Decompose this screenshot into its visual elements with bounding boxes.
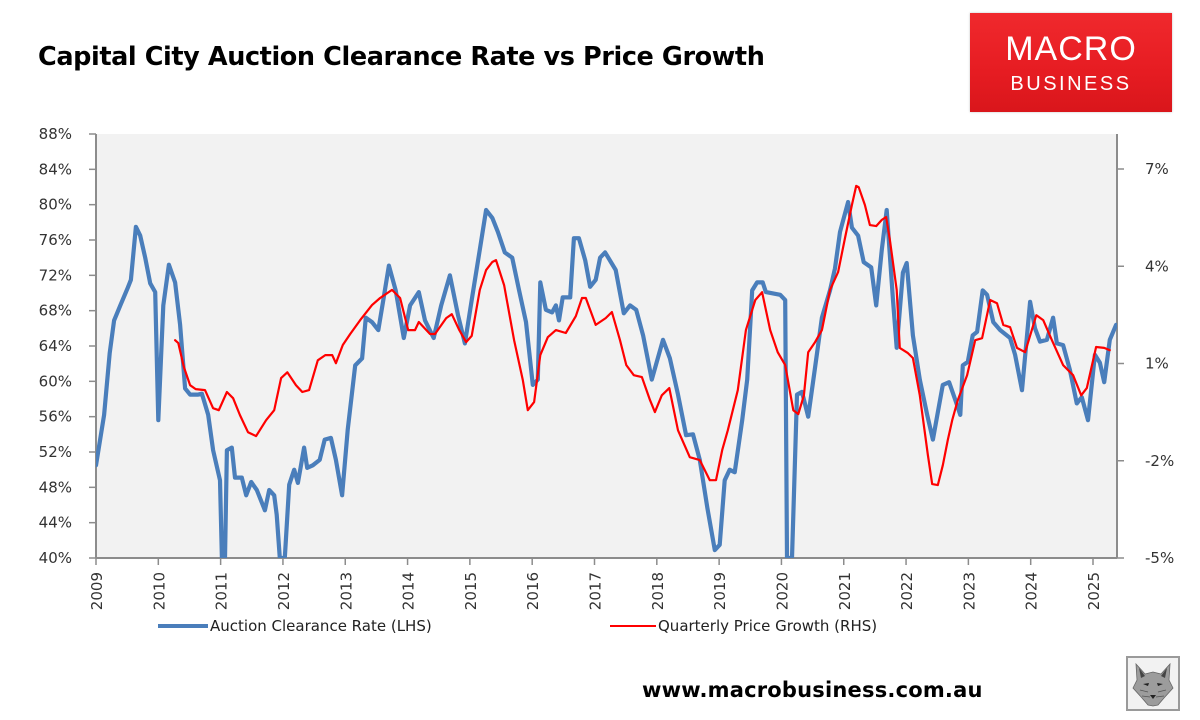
- right-tick-label: 4%: [1145, 257, 1169, 275]
- left-tick-label: 64%: [39, 337, 72, 355]
- right-y-axis: 7% 4% 1% -2% -5%: [1116, 134, 1174, 567]
- right-tick-label: 7%: [1145, 160, 1169, 178]
- x-tick-label: 2022: [898, 572, 916, 610]
- x-tick-label: 2010: [150, 572, 168, 610]
- left-tick-label: 72%: [39, 266, 72, 284]
- left-tick-label: 60%: [39, 372, 72, 390]
- legend-swatch-red: [610, 625, 656, 627]
- legend-label: Quarterly Price Growth (RHS): [658, 617, 878, 635]
- legend-item-clearance-rate: Auction Clearance Rate (LHS): [158, 617, 432, 635]
- left-tick-label: 88%: [39, 125, 72, 143]
- left-y-axis: 88% 84% 80% 76% 72% 68% 64% 60% 56% 52% 48% 44% 40%: [39, 125, 97, 567]
- series-layer: [96, 184, 1117, 558]
- x-axis: 2009 2010 2011 2012 2013 2014 2015 2016 2017 2018…: [88, 557, 1117, 610]
- left-tick-label: 48%: [39, 478, 72, 496]
- left-tick-label: 56%: [39, 408, 72, 426]
- left-tick-label: 76%: [39, 231, 72, 249]
- x-tick-label: 2021: [836, 572, 854, 610]
- legend: Auction Clearance Rate (LHS) Quarterly P…: [0, 617, 1200, 641]
- x-tick-label: 2017: [587, 572, 605, 610]
- macrobusiness-logo: MACRO BUSINESS: [970, 13, 1172, 112]
- x-tick-label: 2024: [1023, 572, 1041, 610]
- logo-text-macro: MACRO: [1005, 30, 1137, 68]
- plot-area: [96, 134, 1117, 558]
- wolf-head-icon-graphic: [1132, 662, 1174, 707]
- x-tick-label: 2016: [524, 572, 542, 610]
- left-tick-label: 80%: [39, 196, 72, 214]
- x-tick-label: 2013: [337, 572, 355, 610]
- right-tick-label: 1%: [1145, 355, 1169, 373]
- x-tick-label: 2012: [275, 572, 293, 610]
- x-tick-label: 2020: [773, 572, 791, 610]
- legend-item-price-growth: Quarterly Price Growth (RHS): [610, 617, 877, 635]
- x-tick-label: 2014: [400, 572, 418, 610]
- series-line-clearance-rate: [96, 199, 1117, 558]
- website-url: www.macrobusiness.com.au: [642, 678, 983, 702]
- left-tick-label: 44%: [39, 514, 72, 532]
- wolf-head-icon: [1126, 656, 1180, 711]
- legend-label: Auction Clearance Rate (LHS): [210, 617, 432, 635]
- left-tick-label: 40%: [39, 549, 72, 567]
- chart-title: Capital City Auction Clearance Rate vs P…: [38, 42, 765, 72]
- left-tick-label: 68%: [39, 302, 72, 320]
- logo-text-business: BUSINESS: [1010, 73, 1132, 95]
- x-tick-label: 2009: [88, 572, 106, 610]
- x-tick-label: 2023: [960, 572, 978, 610]
- left-tick-label: 52%: [39, 443, 72, 461]
- x-tick-label: 2019: [711, 572, 729, 610]
- right-tick-label: -5%: [1145, 549, 1174, 567]
- x-tick-label: 2011: [213, 572, 231, 610]
- legend-swatch-blue: [158, 624, 208, 628]
- left-tick-label: 84%: [39, 160, 72, 178]
- x-tick-label: 2018: [649, 572, 667, 610]
- x-tick-label: 2015: [462, 572, 480, 610]
- x-tick-label: 2025: [1085, 572, 1103, 610]
- right-tick-label: -2%: [1145, 452, 1174, 470]
- series-line-price-growth: [174, 184, 1111, 487]
